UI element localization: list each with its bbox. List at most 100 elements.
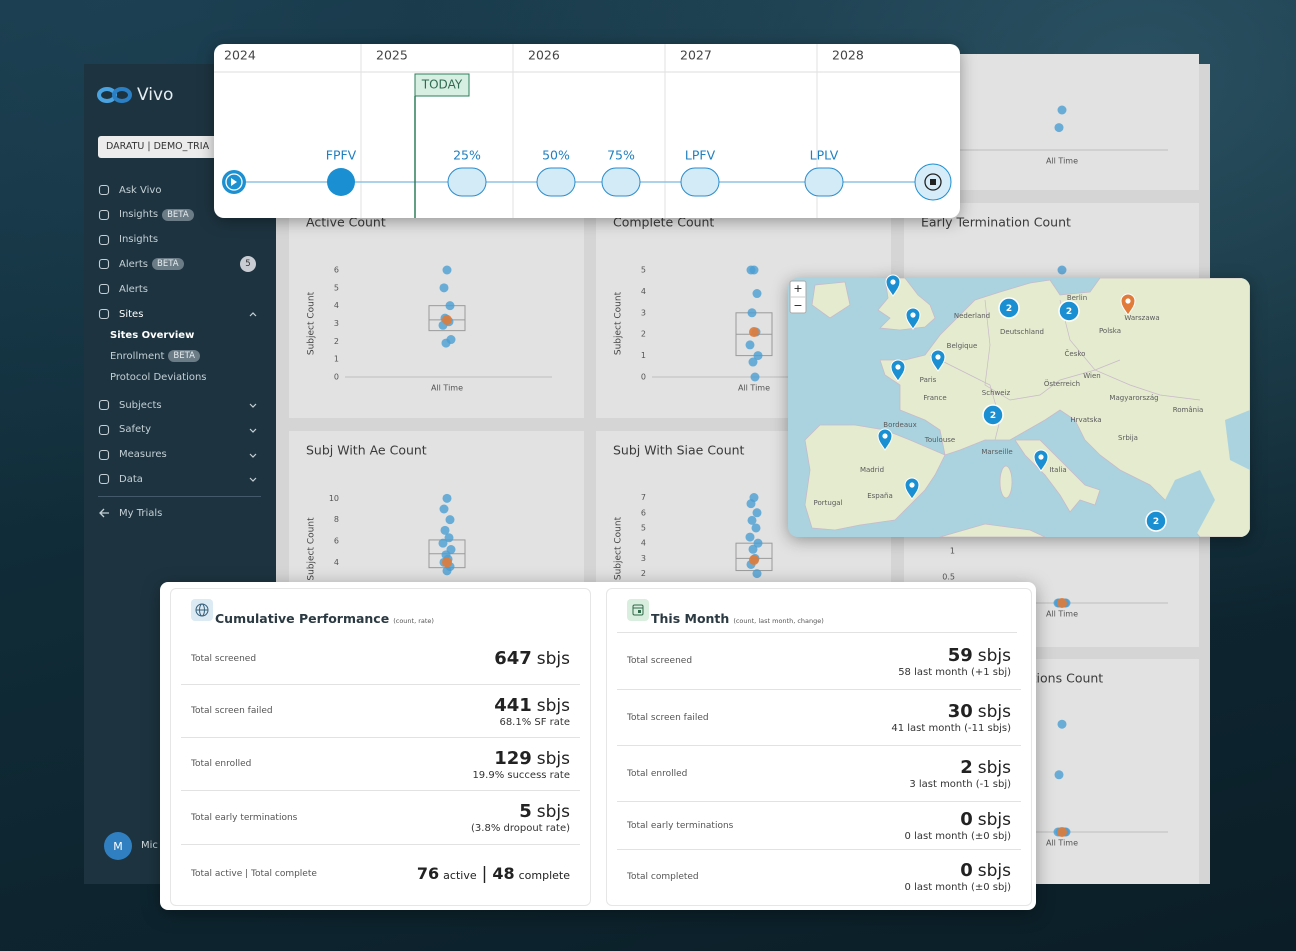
nav-item[interactable]: Safety — [98, 421, 262, 439]
nav-icon-shape — [98, 424, 110, 435]
cumulative-card: Cumulative Performance (count, rate) Tota… — [170, 588, 591, 906]
trial-selector[interactable]: DARATU | DEMO_TRIA — [98, 136, 231, 158]
card-subtitle: (count, rate) — [393, 617, 434, 625]
back-icon — [99, 508, 109, 518]
alert-count: 5 — [240, 256, 256, 273]
chevron-shape — [249, 453, 257, 458]
kpi-label: Total enrolled — [191, 759, 252, 769]
kpi-label: Total screened — [191, 653, 257, 664]
nav-icon-shape — [98, 209, 110, 220]
chevron — [249, 403, 257, 408]
kpi-label: Total screened — [627, 656, 693, 666]
card-title: Cumulative Performance — [215, 611, 390, 626]
kpi-label: Total screen failed — [191, 706, 273, 716]
kpi-label: Total completed — [627, 871, 699, 882]
kpi-unit: sbjs — [536, 802, 570, 822]
kpi-note: 68.1% SF rate — [499, 716, 570, 728]
kpi-note: 41 last month (-11 sbjs) — [891, 723, 1011, 734]
nav-subitem[interactable]: Enrollment BETA — [110, 347, 274, 365]
kpi-value-block: 129 sbjs 19.9% success rate — [472, 748, 570, 781]
nav-item[interactable]: Alerts BETA 5 — [98, 255, 262, 273]
kpi-note: 19.9% success rate — [472, 769, 570, 781]
nav-icon — [98, 259, 110, 270]
kpi-row: Total enrolled 129 sbjs 19.9% success rate — [181, 737, 580, 790]
avatar[interactable]: M — [104, 832, 132, 860]
nav-label: Insights — [119, 234, 159, 246]
card-header: Cumulative Performance (count, rate) — [215, 611, 434, 626]
kpi-value: 2 — [960, 757, 973, 778]
nav-subitem[interactable]: Protocol Deviations — [110, 368, 274, 386]
nav-item[interactable]: Alerts — [98, 280, 262, 298]
kpi-label: Total enrolled — [627, 768, 688, 779]
kpi-value: 30 — [947, 701, 973, 722]
kpi-unit: sbjs — [536, 748, 570, 769]
kpi-value-block: 59 sbjs 58 last month (+1 sbj) — [898, 645, 1011, 678]
kpi-value: 5 — [519, 801, 532, 822]
beta-tag: BETA — [162, 208, 194, 221]
kpi-value-line: 76 active | 48 complete — [417, 864, 570, 884]
kpi-unit: sbjs — [977, 758, 1011, 778]
kpi-note: 0 last month (±0 sbj) — [904, 831, 1011, 842]
kpi-row: Total early terminations 5 sbjs (3.8% dropo… — [181, 790, 580, 844]
kpi-value: 129 — [494, 747, 532, 769]
kpi-label: Total early terminations — [191, 812, 298, 823]
kpi-value: 0 — [960, 809, 973, 830]
kpi-value-line: 30 sbjs — [891, 701, 1011, 722]
kpi-unit: sbjs — [536, 695, 570, 716]
kpi-unit: active — [443, 869, 477, 882]
kpi-value: 76 — [416, 864, 440, 883]
kpi-note: 3 last month (-1 sbj) — [909, 779, 1011, 790]
kpi-row: Total enrolled 2 sbjs 3 last month (-1 sbj) — [617, 745, 1021, 801]
kpi-value: 59 — [947, 644, 973, 666]
kpi-note: (3.8% dropout rate) — [471, 823, 570, 834]
nav-icon-shape — [98, 284, 110, 295]
kpi-value-block: 2 sbjs 3 last month (-1 sbj) — [909, 757, 1011, 790]
user-name: Mic — [141, 840, 158, 851]
kpi-separator: | — [481, 864, 488, 884]
kpi-unit: sbjs — [536, 649, 570, 669]
nav-item[interactable]: My Trials — [98, 504, 262, 522]
kpi-row: Total early terminations 0 sbjs 0 last mont… — [617, 801, 1021, 849]
kpi-value-line: 129 sbjs — [472, 748, 570, 769]
kpi-value-line: 0 sbjs — [905, 860, 1011, 881]
kpi-value-line: 0 sbjs — [905, 809, 1011, 830]
nav-label: Protocol Deviations — [110, 371, 207, 383]
kpi-value-line: 441 sbjs — [494, 695, 570, 716]
nav-item[interactable]: Sites — [98, 305, 262, 323]
kpi-row: Total completed 0 sbjs 0 last month (±0 sbj… — [617, 849, 1021, 903]
nav-item[interactable]: Measures — [98, 446, 262, 464]
nav-item[interactable]: Insights — [98, 231, 262, 249]
nav-subitem[interactable]: Sites Overview — [110, 326, 274, 344]
nav-item[interactable]: Data — [98, 470, 262, 488]
globe-icon — [191, 599, 213, 621]
card-subtitle: (count, last month, change) — [733, 617, 824, 625]
nav-icon — [98, 209, 110, 220]
kpi-unit: complete — [518, 869, 570, 882]
nav-icon — [98, 424, 110, 435]
nav-label: Insights — [119, 209, 159, 221]
calendar-icon — [627, 599, 649, 621]
kpi-unit: sbjs — [977, 645, 1011, 666]
kpi-value-block: 441 sbjs 68.1% SF rate — [494, 695, 570, 728]
nav-label: Alerts — [119, 258, 149, 270]
chevron — [249, 428, 257, 433]
nav-icon — [98, 474, 110, 485]
card-title: This Month — [651, 611, 730, 626]
kpi-value: 647 — [494, 648, 532, 669]
kpi-label: Total early terminations — [627, 820, 734, 831]
kpi-value-block: 647 sbjs — [494, 648, 570, 669]
kpi-unit: sbjs — [977, 861, 1011, 881]
kpi-note: 0 last month (±0 sbj) — [904, 882, 1011, 893]
kpi-value-block: 0 sbjs 0 last month (±0 sbj) — [905, 860, 1011, 893]
kpi-label: Total screen failed — [627, 712, 709, 723]
nav-item[interactable]: Insights BETA — [98, 206, 262, 224]
kpi-value: 441 — [494, 694, 532, 716]
nav-label: Ask Vivo — [119, 184, 162, 196]
nav-item[interactable]: Ask Vivo — [98, 181, 262, 199]
nav-label: Measures — [119, 449, 167, 461]
nav-icon-shape — [98, 449, 110, 460]
card-header: This Month (count, last month, change) — [651, 611, 824, 626]
nav-icon — [98, 399, 110, 411]
nav-item[interactable]: Subjects — [98, 396, 262, 414]
